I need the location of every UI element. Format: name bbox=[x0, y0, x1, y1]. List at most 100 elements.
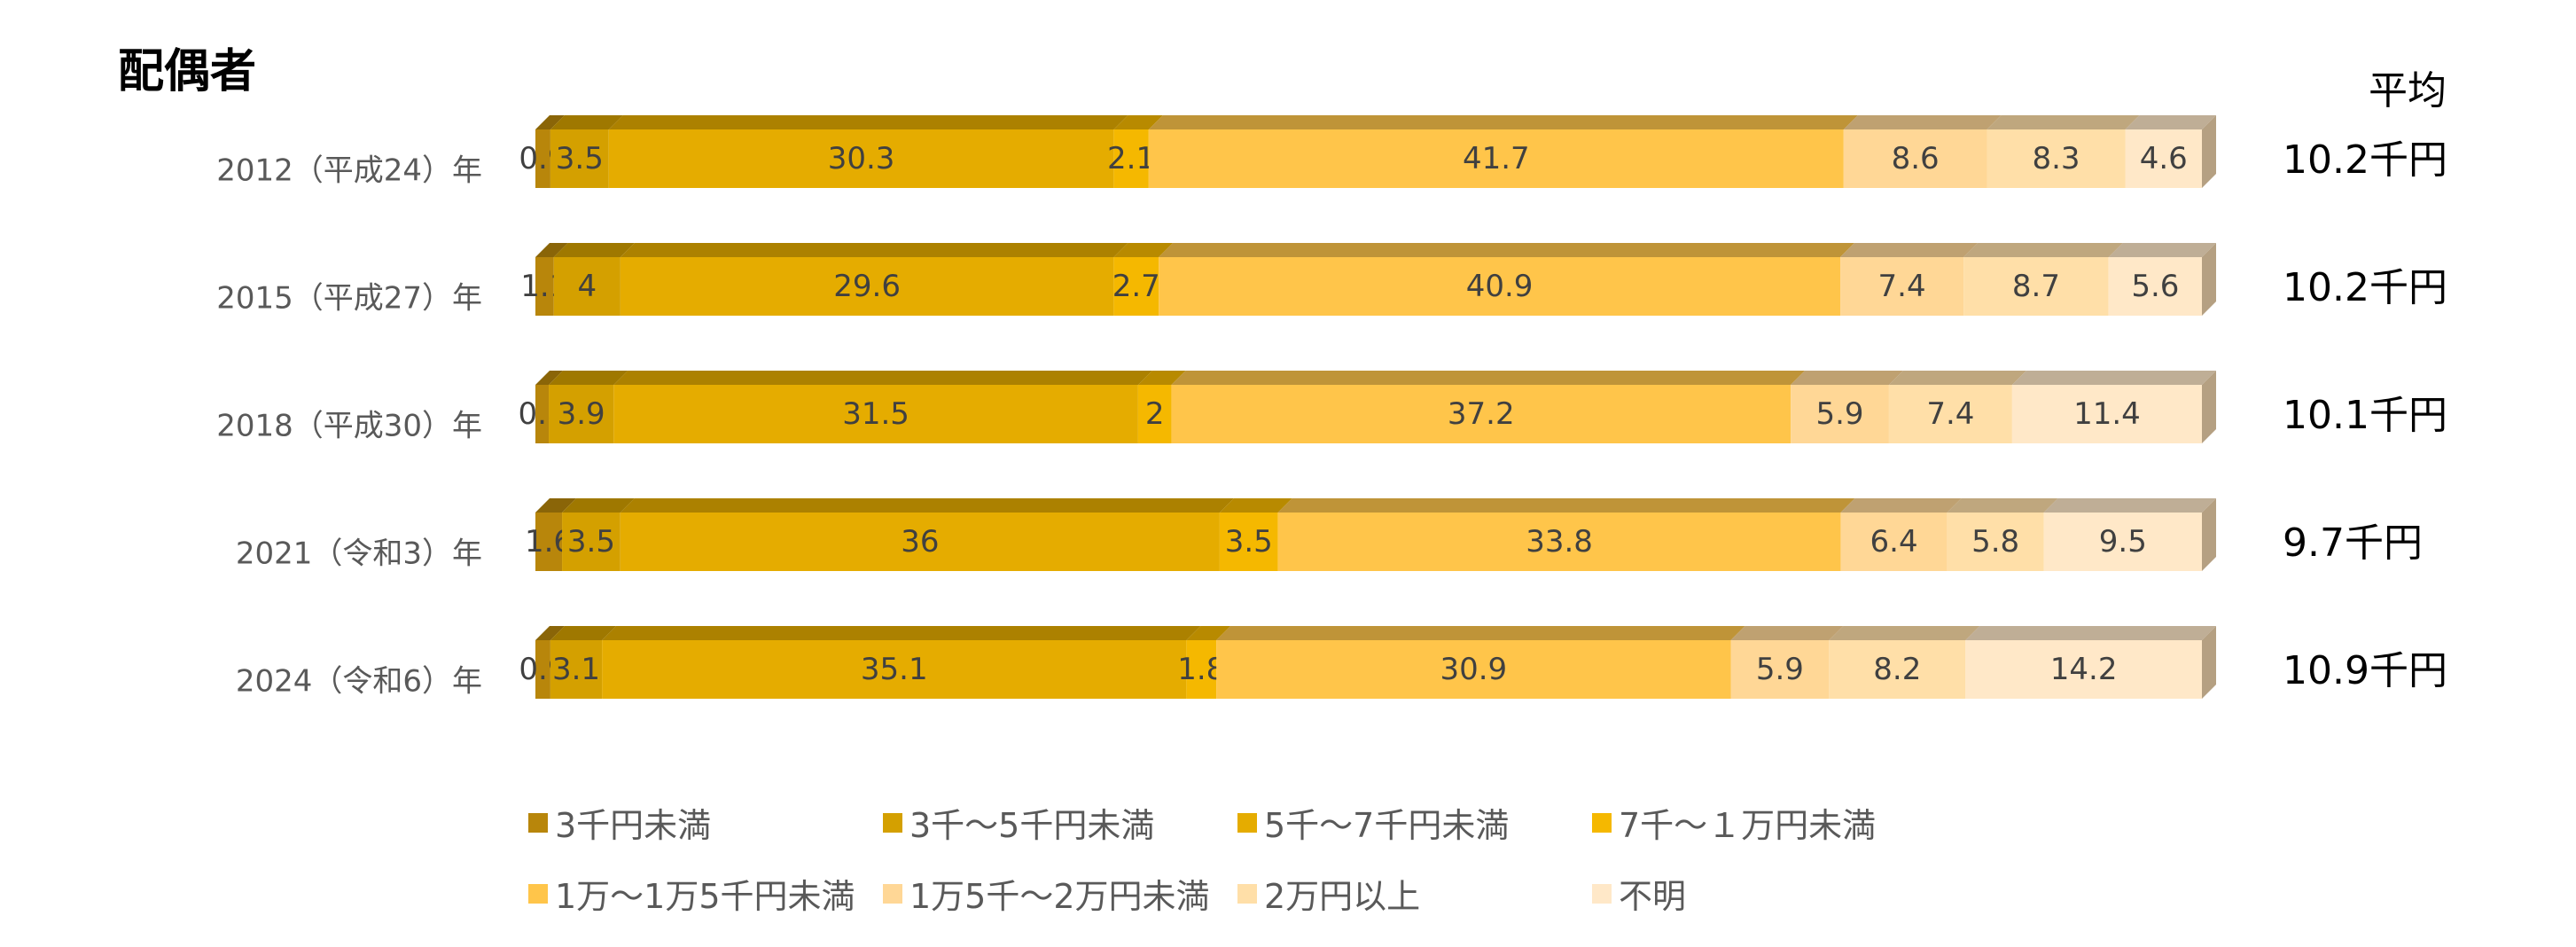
bar-segment-top bbox=[620, 243, 1128, 257]
legend-swatch bbox=[1237, 883, 1257, 904]
bar-segment-top bbox=[1219, 498, 1292, 513]
bar-segment bbox=[1730, 640, 1830, 699]
data-label: 31.5 bbox=[842, 396, 909, 432]
bar-segment-top bbox=[2125, 115, 2216, 129]
average-value: 10.9千円 bbox=[2283, 648, 2447, 693]
bar-segment bbox=[1840, 513, 1948, 571]
legend-label: 3千～5千円未満 bbox=[909, 806, 1155, 845]
bar-segment bbox=[1137, 385, 1172, 443]
bar-side bbox=[2202, 626, 2216, 699]
bar-segment-top bbox=[1277, 498, 1855, 513]
data-label: 8.7 bbox=[2012, 269, 2060, 304]
legend-label: 不明 bbox=[1619, 877, 1687, 916]
bar-segment-top bbox=[535, 243, 568, 257]
bar-segment bbox=[1888, 385, 2012, 443]
bar-segment-top bbox=[1159, 243, 1855, 257]
bar-segment-top bbox=[1829, 626, 1980, 640]
data-label: 40.9 bbox=[1466, 269, 1534, 304]
bar-segment-top bbox=[1171, 371, 1806, 385]
legend-item: 1万～1万5千円未満 bbox=[528, 869, 855, 918]
bar-segment-top bbox=[613, 371, 1152, 385]
bar-segment bbox=[562, 513, 621, 571]
bar-segment bbox=[1277, 513, 1841, 571]
bar-segment-top bbox=[535, 626, 565, 640]
legend-item: 3千～5千円未満 bbox=[883, 798, 1154, 847]
category-label: 2018（平成30）年 bbox=[216, 408, 482, 444]
data-label: 7.4 bbox=[1878, 269, 1926, 304]
bar-segment bbox=[1171, 385, 1791, 443]
data-label: 3.9 bbox=[558, 396, 605, 432]
legend-item: 3千円未満 bbox=[528, 798, 711, 847]
bar-segment-top bbox=[549, 371, 628, 385]
bar-segment-top bbox=[535, 498, 577, 513]
bar-segment bbox=[2011, 385, 2202, 443]
legend-label: 2万円以上 bbox=[1264, 877, 1421, 916]
bar-segment bbox=[2108, 257, 2202, 316]
chart-title: 配偶者 bbox=[118, 45, 257, 98]
data-label: 29.6 bbox=[833, 269, 901, 304]
bar-segment-top bbox=[1888, 371, 2026, 385]
data-label: 5.9 bbox=[1756, 652, 1804, 687]
bar-segment bbox=[1113, 129, 1149, 188]
legend-label: 5千～7千円未満 bbox=[1264, 806, 1510, 845]
bar-segment bbox=[1159, 257, 1841, 316]
bar-segment-top bbox=[1148, 115, 1858, 129]
data-label: 3.1 bbox=[552, 652, 600, 687]
bar-segment-top bbox=[535, 115, 565, 129]
bar-segment bbox=[1219, 513, 1278, 571]
legend-label: 7千～１万円未満 bbox=[1619, 806, 1877, 845]
bar-segment bbox=[620, 257, 1114, 316]
legend-swatch bbox=[528, 883, 548, 904]
bar-segment bbox=[1791, 385, 1889, 443]
legend-swatch bbox=[528, 812, 548, 833]
bar-segment bbox=[553, 257, 621, 316]
bar-segment bbox=[613, 385, 1138, 443]
bar-segment bbox=[1829, 640, 1966, 699]
bar-segment-top bbox=[620, 498, 1234, 513]
data-label: 3.5 bbox=[556, 141, 604, 176]
category-label: 2021（令和3）年 bbox=[235, 536, 482, 572]
data-label: 6.4 bbox=[1870, 524, 1918, 560]
data-label: 36 bbox=[901, 524, 939, 560]
data-label: 2 bbox=[1145, 396, 1165, 432]
legend-swatch bbox=[1592, 812, 1612, 833]
bar-segment-top bbox=[2043, 498, 2216, 513]
bar-segment-top bbox=[602, 626, 1201, 640]
average-value: 9.7千円 bbox=[2283, 520, 2423, 566]
bar-segment bbox=[535, 640, 550, 699]
legend-swatch bbox=[883, 812, 902, 833]
bar-segment bbox=[535, 513, 563, 571]
legend-item: 1万5千～2万円未満 bbox=[883, 869, 1210, 918]
bar-segment-top bbox=[1840, 243, 1979, 257]
data-label: 3.5 bbox=[567, 524, 615, 560]
bar-segment bbox=[1148, 129, 1844, 188]
legend-label: 1万～1万5千円未満 bbox=[555, 877, 855, 916]
bar-segment bbox=[620, 513, 1220, 571]
bar-segment bbox=[1965, 640, 2202, 699]
bar-segment-top bbox=[1791, 371, 1903, 385]
bar-segment bbox=[2043, 513, 2202, 571]
average-header: 平均 bbox=[2369, 68, 2447, 113]
bar-segment-top bbox=[1963, 243, 2123, 257]
category-label: 2012（平成24）年 bbox=[216, 153, 482, 189]
data-label: 33.8 bbox=[1526, 524, 1593, 560]
average-value: 10.1千円 bbox=[2283, 393, 2447, 438]
data-label: 14.2 bbox=[2050, 652, 2118, 687]
bar-segment bbox=[1947, 513, 2044, 571]
data-label: 4 bbox=[577, 269, 597, 304]
bar-segment-top bbox=[2011, 371, 2216, 385]
bar-segment bbox=[550, 640, 603, 699]
bar-segment bbox=[535, 385, 550, 443]
data-label: 5.8 bbox=[1971, 524, 2019, 560]
bar-segment bbox=[535, 129, 550, 188]
bar-segment bbox=[549, 385, 614, 443]
bar-segment-top bbox=[535, 371, 564, 385]
data-label: 8.6 bbox=[1892, 141, 1940, 176]
bar-segment bbox=[1843, 129, 1987, 188]
bar-segment-top bbox=[550, 115, 623, 129]
bar-side bbox=[2202, 371, 2216, 443]
bar-segment-top bbox=[553, 243, 635, 257]
bar-segment-top bbox=[1947, 498, 2058, 513]
data-label: 2.7 bbox=[1112, 269, 1160, 304]
